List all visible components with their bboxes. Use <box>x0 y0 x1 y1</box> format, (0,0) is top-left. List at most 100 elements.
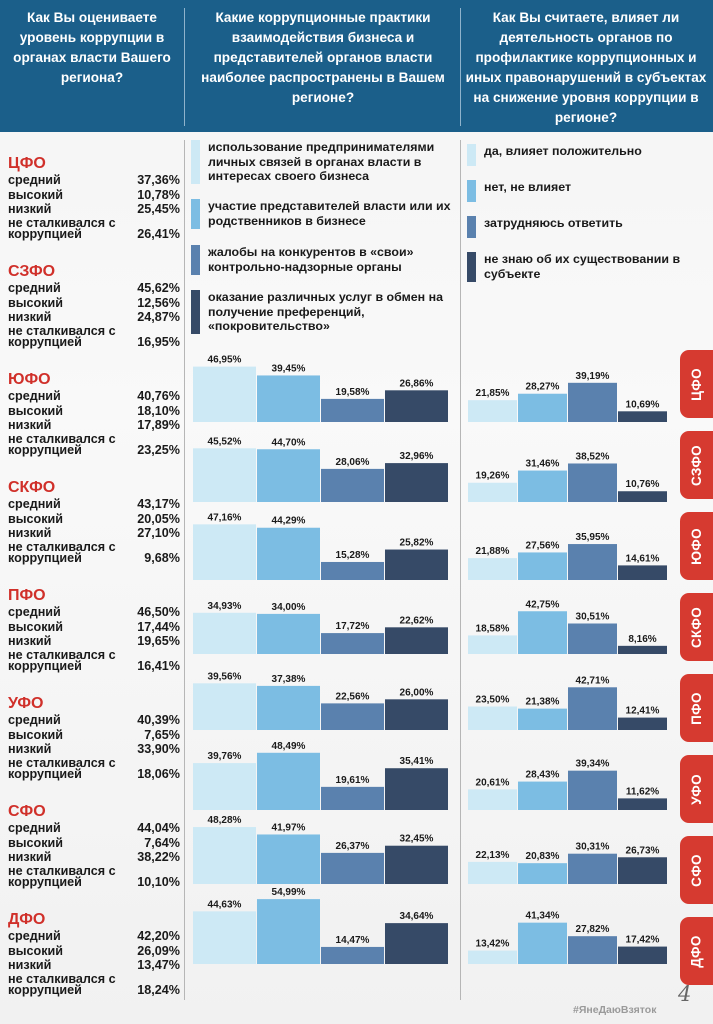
level-value: 18,24% <box>137 982 180 997</box>
bar-value-label: 27,56% <box>526 540 560 551</box>
bar-influence-series-3 <box>568 382 617 422</box>
level-value: 25,45% <box>137 202 180 216</box>
level-row: средний 43,17% <box>8 497 180 512</box>
level-row: средний 40,39% <box>8 713 180 728</box>
bar-practices-series-1 <box>193 366 256 422</box>
bar-value-label: 28,43% <box>526 770 560 781</box>
level-value: 33,90% <box>137 742 180 756</box>
level-row: высокий 7,65% <box>8 728 180 743</box>
legend-item-no-influence: нет, не влияет <box>467 180 703 202</box>
bar-value-label: 42,71% <box>576 675 610 686</box>
bar-practices-series-3 <box>321 946 384 964</box>
level-row: высокий 7,64% <box>8 836 180 851</box>
level-label: высокий <box>8 619 63 634</box>
bar-practices-series-1 <box>193 612 256 654</box>
level-row: низкий 17,89% <box>8 418 180 433</box>
bar-practices-series-3 <box>321 786 384 810</box>
level-value: 16,41% <box>137 658 180 673</box>
bar-influence-series-1 <box>468 400 517 422</box>
level-label: высокий <box>8 943 63 958</box>
bar-value-label: 38,52% <box>576 451 610 462</box>
level-label: средний <box>8 929 61 943</box>
bar-value-label: 13,42% <box>476 939 510 950</box>
bar-value-label: 21,85% <box>476 388 510 399</box>
bar-value-label: 27,82% <box>576 924 610 935</box>
level-label: низкий <box>8 202 52 216</box>
bar-practices-series-4 <box>385 699 448 730</box>
page-number: 4 <box>678 982 692 1006</box>
region-tab: СКФО <box>680 593 713 661</box>
level-value: 43,17% <box>137 497 180 511</box>
region-name: ЦФО <box>8 155 46 172</box>
region-tab: СЗФО <box>680 431 713 499</box>
bar-practices-series-2 <box>257 449 320 502</box>
bar-value-label: 32,96% <box>400 451 434 462</box>
legend-item-unaware: не знаю об их существовании в субъекте <box>467 252 703 282</box>
bar-practices-series-2 <box>257 527 320 580</box>
header-divider <box>460 8 461 126</box>
region-tab: СФО <box>680 836 713 904</box>
level-row: не сталкивался с коррупцией 26,41% <box>8 216 180 240</box>
level-label: низкий <box>8 958 52 972</box>
bar-influence-series-2 <box>518 781 567 810</box>
level-row: средний 44,04% <box>8 821 180 836</box>
bar-value-label: 31,46% <box>526 459 560 470</box>
level-label: средний <box>8 173 61 187</box>
level-label: низкий <box>8 526 52 540</box>
legend-item-yes-positive: да, влияет положительно <box>467 144 703 166</box>
bar-practices-series-2 <box>257 752 320 810</box>
region-name: СКФО <box>8 479 56 496</box>
level-value: 46,50% <box>137 605 180 619</box>
level-row: средний 46,50% <box>8 605 180 620</box>
bar-influence-series-4 <box>618 717 667 730</box>
region-name: СЗФО <box>8 263 56 280</box>
bar-influence-series-3 <box>568 770 617 810</box>
level-label: высокий <box>8 403 63 418</box>
header-band: Как Вы оцениваете уровень коррупции в ор… <box>0 0 713 132</box>
region-tab-label: УФО <box>689 773 704 805</box>
bar-value-label: 41,97% <box>272 822 306 833</box>
bar-value-label: 26,37% <box>336 841 370 852</box>
bar-value-label: 35,95% <box>576 532 610 543</box>
level-row: высокий 26,09% <box>8 944 180 959</box>
bar-influence-series-2 <box>518 922 567 964</box>
header-divider <box>184 8 185 126</box>
bar-value-label: 17,42% <box>626 935 660 946</box>
bar-practices-series-3 <box>321 468 384 502</box>
bar-influence-series-2 <box>518 470 567 502</box>
bar-value-label: 10,76% <box>626 479 660 490</box>
bar-value-label: 20,83% <box>526 851 560 862</box>
bar-value-label: 48,28% <box>208 815 242 826</box>
level-value: 37,36% <box>137 173 180 187</box>
bar-influence-series-2 <box>518 863 567 884</box>
bar-influence-series-1 <box>468 861 517 884</box>
bar-practices-series-4 <box>385 627 448 654</box>
bar-value-label: 19,61% <box>336 775 370 786</box>
level-label: не сталкивался с коррупцией <box>8 431 116 457</box>
level-row: высокий 10,78% <box>8 188 180 203</box>
bar-value-label: 44,63% <box>208 899 242 910</box>
bar-influence-series-4 <box>618 857 667 884</box>
hashtag-label: #ЯнеДаюВзяток <box>573 1004 657 1016</box>
region-block-skfo: СКФО средний 43,17% высокий 20,05% низкий 2… <box>8 478 180 565</box>
bar-value-label: 17,72% <box>336 621 370 632</box>
level-value: 13,47% <box>137 958 180 972</box>
level-label: средний <box>8 605 61 619</box>
level-row: низкий 27,10% <box>8 526 180 541</box>
legend-swatch <box>467 216 476 238</box>
level-label: высокий <box>8 511 63 526</box>
bar-value-label: 14,61% <box>626 553 660 564</box>
level-label: средний <box>8 281 61 295</box>
bar-practices-series-1 <box>193 911 256 964</box>
level-value: 23,25% <box>137 442 180 457</box>
bar-practices-series-1 <box>193 763 256 810</box>
bar-practices-series-3 <box>321 561 384 580</box>
bar-influence-series-4 <box>618 798 667 810</box>
bar-value-label: 23,50% <box>476 695 510 706</box>
bar-practices-series-2 <box>257 613 320 654</box>
level-row: не сталкивался с коррупцией 23,25% <box>8 431 180 457</box>
bar-influence-series-1 <box>468 789 517 810</box>
level-label: низкий <box>8 310 52 324</box>
bar-influence-series-1 <box>468 635 517 654</box>
